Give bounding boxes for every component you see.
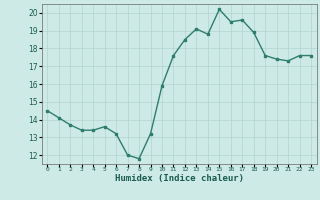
X-axis label: Humidex (Indice chaleur): Humidex (Indice chaleur): [115, 174, 244, 183]
